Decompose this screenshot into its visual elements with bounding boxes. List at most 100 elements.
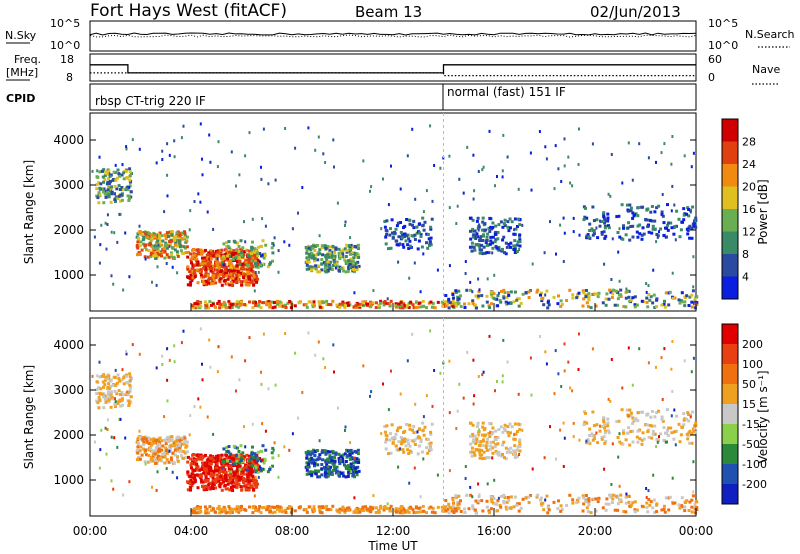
power-echo (408, 244, 412, 248)
power-echo (102, 180, 105, 184)
power-echo (452, 296, 455, 300)
power-echo (331, 264, 335, 267)
power-echo (277, 270, 280, 274)
velocity-echo (112, 487, 115, 491)
power-echo (204, 279, 208, 283)
power-echo (113, 231, 116, 235)
velocity-echo (509, 450, 512, 454)
power-echo (412, 219, 416, 223)
velocity-echo (177, 444, 181, 448)
velocity-echo (609, 399, 612, 403)
power-echo (487, 251, 491, 255)
power-echo (226, 268, 230, 272)
velocity-echo (377, 509, 381, 512)
velocity-echo (314, 472, 318, 476)
power-echo (191, 304, 195, 308)
velocity-echo (485, 505, 489, 509)
power-echo (464, 272, 467, 275)
power-echo (610, 153, 613, 156)
velocity-echo (397, 448, 401, 452)
velocity-echo (337, 457, 341, 460)
power-echo (448, 206, 451, 210)
power-echo (664, 235, 667, 239)
velocity-echo (217, 345, 220, 349)
velocity-echo (238, 378, 241, 382)
power-echo (159, 250, 163, 254)
power-echo (178, 234, 182, 238)
velocity-echo (603, 426, 607, 430)
velocity-echo (692, 460, 695, 464)
velocity-echo (665, 431, 669, 435)
power-echo (388, 301, 392, 305)
power-echo (406, 154, 409, 158)
power-echo (491, 221, 495, 225)
power-echo (169, 239, 173, 243)
power-echo (497, 245, 501, 249)
power-echo (673, 203, 676, 207)
power-echo (477, 290, 481, 294)
power-echo (690, 226, 694, 230)
velocity-echo (236, 457, 240, 461)
velocity-echo (297, 416, 299, 420)
velocity-echo (506, 360, 509, 364)
velocity-echo (466, 350, 469, 354)
velocity-echo (235, 459, 239, 463)
velocity-echo (366, 507, 369, 511)
power-echo (157, 237, 161, 241)
power-echo (199, 304, 203, 308)
power-echo (224, 268, 228, 272)
velocity-echo (125, 350, 128, 354)
velocity-echo (324, 366, 327, 369)
power-echo (208, 133, 211, 137)
velocity-echo (192, 509, 196, 513)
power-echo (195, 268, 199, 272)
power-echo (206, 253, 210, 257)
power-echo (670, 226, 674, 230)
velocity-echo (156, 456, 160, 460)
power-echo (113, 185, 117, 188)
power-echo (501, 225, 505, 229)
velocity-echo (302, 508, 306, 512)
velocity-echo (196, 511, 200, 515)
velocity-echo (380, 432, 383, 436)
velocity-echo (191, 511, 195, 515)
y-tick-label: 4000 (53, 133, 84, 147)
velocity-echo (331, 504, 335, 508)
velocity-echo (235, 505, 239, 509)
power-echo (471, 290, 474, 294)
power-echo (145, 248, 148, 252)
velocity-echo (582, 496, 586, 500)
power-echo (228, 305, 232, 309)
velocity-echo (597, 496, 601, 500)
power-echo (249, 267, 253, 271)
velocity-echo (527, 495, 531, 499)
velocity-echo (230, 468, 233, 472)
power-echo (515, 243, 519, 247)
velocity-echo (266, 470, 270, 474)
power-echo (95, 175, 99, 179)
velocity-echo (307, 472, 311, 476)
power-echo (350, 265, 353, 269)
power-echo (429, 300, 433, 304)
power-echo (668, 290, 672, 294)
date-label: 02/Jun/2013 (590, 3, 681, 21)
velocity-echo (226, 473, 230, 477)
velocity-echo (493, 478, 496, 482)
power-echo (470, 245, 474, 249)
velocity-echo (235, 389, 237, 393)
velocity-echo (147, 442, 151, 445)
velocity-echo (331, 449, 335, 453)
power-echo (193, 302, 197, 306)
power-echo (324, 270, 328, 274)
velocity-echo (626, 494, 630, 498)
velocity-echo (165, 436, 169, 440)
velocity-echo (106, 428, 109, 431)
power-echo (688, 224, 692, 228)
velocity-echo (669, 426, 673, 430)
power-echo (226, 277, 230, 281)
power-echo (223, 279, 227, 282)
velocity-echo (126, 390, 129, 394)
power-echo (674, 238, 677, 242)
freq-trace (90, 64, 696, 74)
power-echo (307, 246, 311, 250)
